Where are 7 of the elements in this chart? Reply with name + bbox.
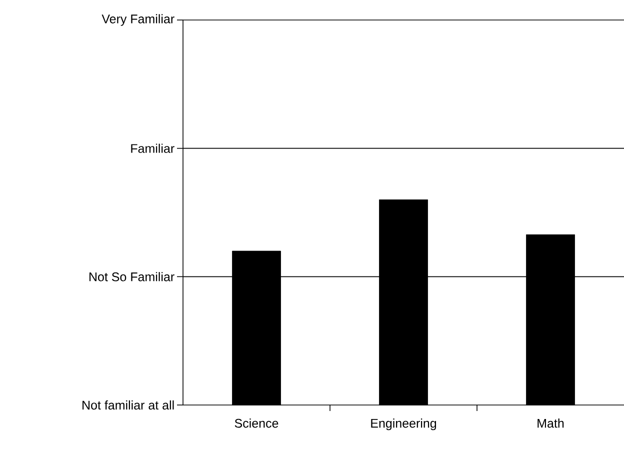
x-tick-label: Math: [538, 418, 564, 428]
text: Not familiar at all: [82, 400, 174, 410]
ref-line-label: Familiar: [131, 144, 174, 153]
x-tick-label: Science: [234, 418, 278, 428]
ref-line-label: Very Familiar: [102, 14, 174, 26]
ref-line-label: Not So Familiar: [89, 272, 174, 282]
x-tick-label: Engineering: [371, 418, 436, 430]
